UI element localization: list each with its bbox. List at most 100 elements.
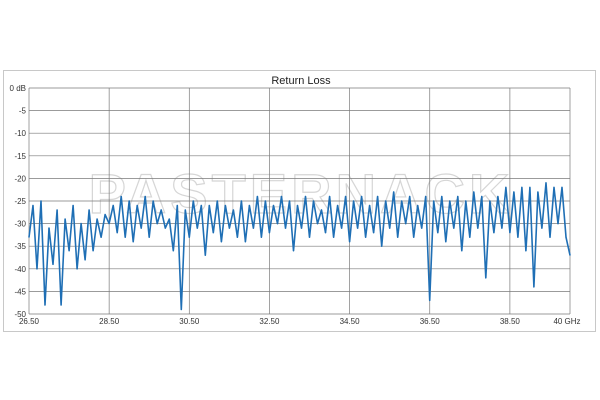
data-point — [557, 223, 559, 225]
data-point — [276, 223, 279, 225]
y-tick-label: -25 — [14, 197, 26, 206]
data-point — [493, 232, 495, 234]
grid-lines — [28, 87, 571, 315]
data-point — [397, 236, 399, 238]
data-point — [345, 195, 347, 198]
data-point — [333, 236, 335, 238]
data-point — [84, 259, 86, 261]
data-point — [172, 250, 174, 252]
x-tick-label: 34.50 — [340, 317, 361, 326]
data-point — [437, 232, 439, 234]
data-point — [541, 227, 543, 229]
data-point — [48, 227, 50, 229]
data-point — [96, 218, 98, 220]
data-point — [204, 254, 206, 256]
data-point — [381, 245, 383, 247]
data-point — [312, 200, 315, 202]
data-point — [545, 182, 547, 184]
y-tick-label: -40 — [14, 265, 26, 274]
data-point — [228, 227, 230, 229]
data-point — [284, 227, 287, 229]
data-point — [280, 195, 283, 198]
data-point — [533, 286, 535, 288]
y-tick-label: -15 — [14, 152, 26, 161]
data-point — [88, 209, 90, 211]
data-point — [337, 204, 339, 207]
series-line — [28, 182, 571, 311]
data-point — [200, 204, 202, 207]
data-point — [140, 227, 142, 229]
chart-title: Return Loss — [271, 75, 331, 87]
data-point — [236, 236, 238, 238]
x-tick-label: 40 GHz — [553, 317, 580, 326]
data-point — [481, 195, 483, 198]
data-point — [489, 200, 491, 202]
data-point — [124, 236, 126, 238]
data-point — [329, 195, 331, 198]
y-tick-label: -10 — [14, 129, 26, 138]
data-point — [341, 227, 343, 229]
data-point — [497, 195, 499, 198]
data-point — [429, 299, 431, 301]
x-tick-label: 38.50 — [500, 317, 521, 326]
data-point — [36, 268, 38, 270]
data-point — [120, 195, 122, 198]
data-point — [76, 268, 78, 270]
data-point — [104, 214, 106, 216]
data-point — [188, 236, 190, 238]
data-point — [100, 236, 102, 238]
data-point — [176, 204, 178, 207]
x-tick-label: 36.50 — [420, 317, 441, 326]
data-point — [60, 304, 62, 306]
data-point — [453, 227, 455, 229]
y-tick-label: 0 dB — [10, 84, 26, 93]
data-point — [300, 227, 303, 229]
data-point — [445, 241, 447, 243]
data-point — [132, 241, 134, 243]
x-tick-label: 26.50 — [19, 317, 40, 326]
data-point — [361, 195, 363, 198]
data-point — [44, 304, 46, 306]
x-tick-label: 30.50 — [179, 317, 200, 326]
data-point — [180, 308, 182, 311]
data-point — [192, 200, 194, 202]
data-point — [144, 195, 146, 198]
data-point — [421, 227, 423, 229]
data-point — [240, 200, 242, 202]
data-point — [529, 186, 531, 188]
data-point — [220, 241, 222, 243]
data-point — [465, 200, 467, 202]
data-point — [184, 209, 186, 211]
data-point — [385, 200, 387, 202]
data-point — [224, 204, 226, 207]
data-point — [244, 241, 246, 243]
data-point — [561, 186, 563, 188]
data-point — [433, 200, 435, 202]
data-point — [168, 218, 170, 220]
data-point — [112, 204, 114, 207]
data-point — [64, 218, 66, 220]
data-point — [268, 232, 270, 234]
data-point — [160, 209, 162, 211]
data-point — [549, 236, 551, 238]
data-point — [377, 195, 379, 198]
data-point — [108, 223, 110, 225]
data-point — [485, 277, 487, 279]
data-point — [369, 204, 371, 207]
data-point — [413, 236, 415, 238]
data-point — [401, 200, 403, 202]
data-point — [272, 204, 275, 207]
data-point — [521, 186, 523, 188]
data-point — [393, 191, 395, 193]
data-point — [473, 191, 475, 193]
return-loss-chart: PASTERNACK Return Loss 0 dB-5-10-15-20-2… — [10, 75, 581, 326]
data-point — [156, 223, 158, 225]
data-point — [324, 232, 327, 234]
data-point — [461, 250, 463, 252]
data-point — [32, 204, 34, 207]
data-point — [72, 204, 74, 207]
data-point — [425, 195, 427, 198]
y-tick-label: -35 — [14, 242, 26, 251]
x-tick-label: 28.50 — [99, 317, 120, 326]
